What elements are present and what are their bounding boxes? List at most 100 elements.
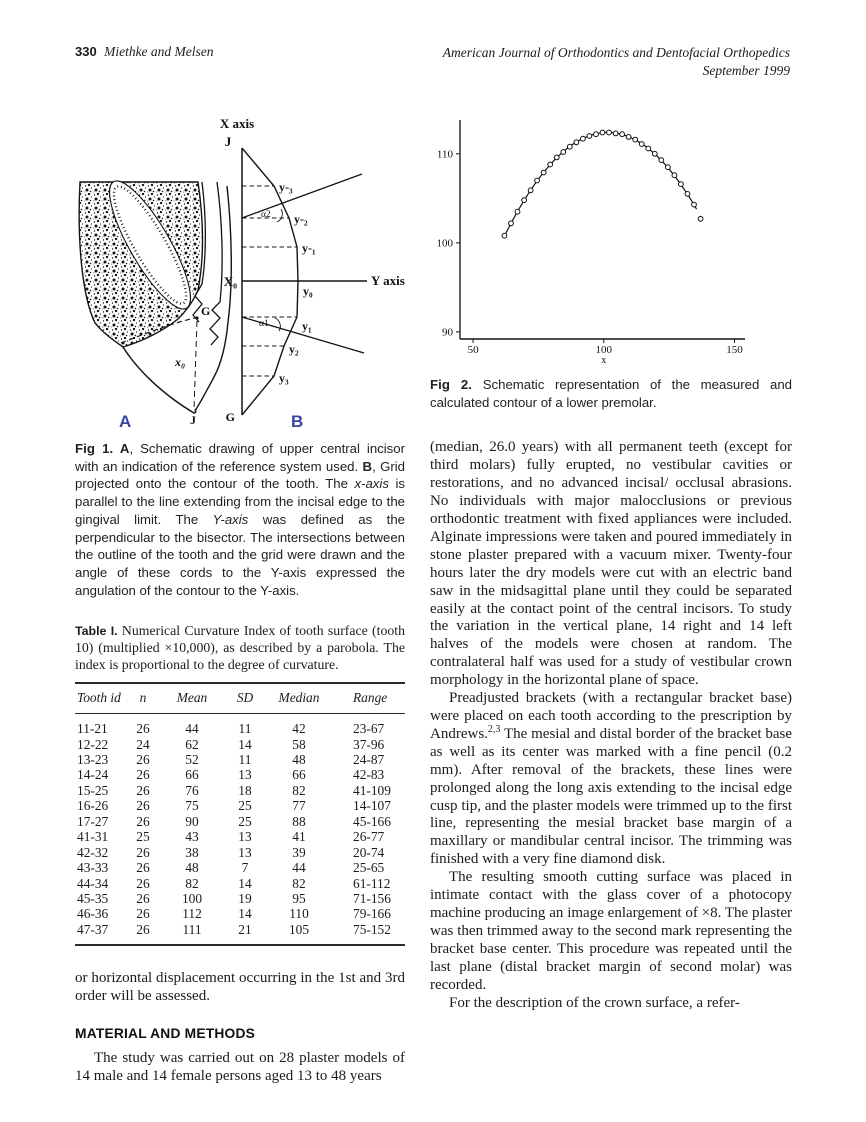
left-paragraph-continued: or horizontal displacement occurring in …: [75, 970, 405, 1005]
data-point: [501, 232, 508, 239]
fig2-caption-text: Schematic representation of the measured…: [430, 377, 792, 410]
label-x0-tooth: x₀: [174, 355, 185, 369]
data-point: [566, 143, 573, 150]
fig2-chart-wrap: 90 100 110 50 100 150 x: [430, 114, 792, 364]
label-y2: y₂: [289, 342, 299, 356]
table-cell: 18: [238, 782, 252, 798]
data-point: [619, 131, 626, 138]
table-cell: 52: [185, 751, 199, 767]
fig1-drawing: G x₀ J A X axis J: [78, 116, 405, 431]
table-cell: 44: [185, 721, 199, 737]
data-point: [593, 131, 599, 138]
table-cell: 88: [292, 813, 306, 829]
data-point: [527, 187, 534, 194]
data-point: [658, 157, 665, 163]
data-point: [547, 161, 554, 168]
fig2-chart: 90 100 110 50 100 150 x: [437, 120, 745, 364]
data-point: [671, 172, 678, 179]
table1: Tooth id n Mean SD Median Range 11-21 26 4…: [75, 682, 405, 947]
data-point: [521, 197, 527, 203]
table-cell: 26: [136, 751, 150, 767]
gingiva-inner-line: [192, 181, 207, 323]
table-cell: 17-27: [77, 813, 109, 829]
table-cell: 44-34: [77, 875, 109, 891]
table-cell: 76: [185, 782, 199, 798]
label-y1: y₁: [302, 319, 312, 333]
fig1-caption-text: was defined as the perpendicular to the …: [75, 511, 405, 598]
x-tick-label: 50: [468, 344, 480, 356]
data-point: [560, 149, 567, 155]
table-row: 12-22 24 62 14 58 37-96: [75, 737, 405, 752]
table-cell: 62: [185, 736, 199, 752]
x-tick-label: 100: [596, 344, 613, 356]
data-point: [606, 129, 612, 136]
fig1-panel-b: X axis J Y axis X₀ y-: [220, 116, 405, 431]
table-cell: 82: [185, 875, 199, 891]
table-cell: 26: [136, 721, 150, 737]
table-cell: 14: [238, 906, 252, 922]
table-cell: 100: [181, 891, 203, 907]
table-cell: 26: [136, 767, 150, 783]
data-point: [508, 220, 514, 227]
label-alpha2: α2: [261, 210, 271, 220]
table-cell: 14: [238, 736, 252, 752]
table-cell: 26: [136, 906, 150, 922]
table-cell: 45-35: [77, 891, 109, 907]
table-cell: 77: [292, 798, 306, 814]
fig1-caption-text: , Grid projected onto the contour of the…: [75, 458, 405, 492]
table-cell: 24: [136, 736, 150, 752]
table-cell: 48: [292, 751, 306, 767]
col-range: Range: [329, 683, 405, 715]
table-row: 44-34 26 82 14 82 61-112: [75, 876, 405, 891]
tooth-root-outline: [109, 180, 191, 310]
angle-arc-alpha2: [276, 208, 283, 223]
table-cell: 12-22: [77, 736, 109, 752]
data-point: [580, 135, 586, 142]
label-alpha1: α1: [259, 319, 269, 329]
section-heading-material-and-methods: MATERIAL AND METHODS: [75, 1026, 256, 1042]
fig1-caption-text: , Schematic drawing of upper central inc…: [75, 441, 405, 474]
col-tooth-id: Tooth id: [75, 683, 123, 715]
table-cell: 44: [292, 860, 306, 876]
col-median: Median: [269, 683, 329, 715]
table-cell: 11: [238, 751, 252, 767]
journal-title: American Journal of Orthodontics and Den…: [442, 45, 790, 60]
fig1-caption-text: is parallel to the line extending from t…: [75, 476, 405, 527]
table-cell: 66: [292, 767, 306, 783]
data-point: [573, 139, 580, 146]
page-number: 330: [75, 44, 97, 59]
data-point: [534, 177, 540, 184]
table-row: 45-35 26 100 19 95 71-156: [75, 891, 405, 906]
label-x0-grid: X₀: [224, 274, 237, 289]
fig1-caption-yaxis: Y-axis: [212, 511, 249, 527]
table-cell: 42-32: [77, 844, 109, 860]
table-cell: 13: [238, 767, 252, 783]
table-row: 43-33 26 48 7 44 25-65: [75, 860, 405, 875]
running-authors: Miethke and Melsen: [104, 44, 214, 59]
running-header-right: American Journal of Orthodontics and Den…: [443, 44, 790, 79]
table-cell: 90: [185, 813, 199, 829]
col-sd: SD: [221, 683, 269, 715]
table-row: 41-31 25 43 13 41 26-77: [75, 829, 405, 844]
table-cell: 58: [292, 736, 306, 752]
right-paragraph-3: The resulting smooth cutting surface was…: [430, 869, 792, 993]
table-cell: 26: [136, 921, 150, 937]
table1-header: Tooth id n Mean SD Median Range: [75, 683, 405, 715]
label-g-tooth: G: [201, 304, 210, 318]
table-cell: 37-96: [353, 736, 385, 752]
angle-arc-alpha1: [274, 317, 281, 332]
data-point: [625, 134, 632, 140]
x-tick-label: 150: [726, 344, 743, 356]
table-cell: 38: [185, 844, 199, 860]
table-cell: 111: [182, 921, 202, 937]
fig1-caption: Fig 1. A, Schematic drawing of upper cen…: [75, 440, 405, 599]
table-row: 14-24 26 66 13 66 42-83: [75, 767, 405, 782]
y-tick-label: 100: [437, 237, 454, 249]
right-column-body: (median, 26.0 years) with all permanent …: [430, 439, 792, 1012]
point-g-marker: [195, 316, 199, 320]
data-point: [612, 130, 619, 137]
table-cell: 26: [136, 891, 150, 907]
table1-caption: Table I. Numerical Curvature Index of to…: [75, 623, 405, 674]
data-point: [651, 150, 658, 157]
table-cell: 26-77: [353, 829, 385, 845]
